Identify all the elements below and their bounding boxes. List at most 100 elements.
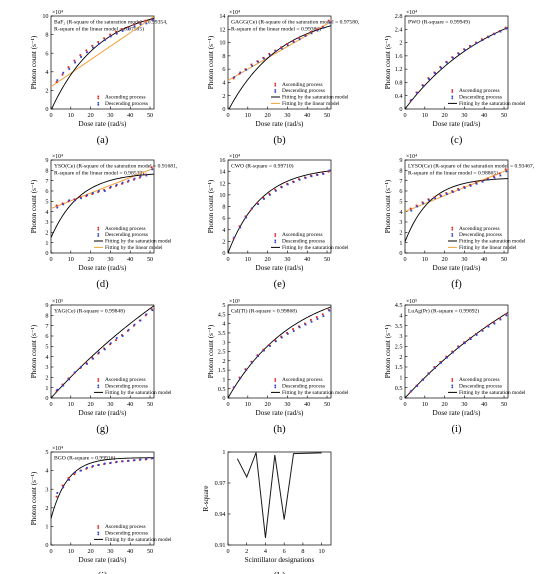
legend-marker [274, 89, 277, 91]
descending-point [115, 460, 118, 463]
ascending-point [138, 176, 141, 179]
legend-marker [97, 97, 100, 100]
ascending-point [445, 355, 448, 358]
ascending-point [238, 376, 241, 379]
saturation-fit-curve [405, 27, 508, 109]
saturation-fit-curve [51, 173, 154, 238]
descending-point [274, 340, 277, 343]
y-tick-label: 1.6 [395, 53, 403, 60]
plot-frame [50, 15, 155, 110]
ascending-point [67, 200, 70, 203]
ascending-point [150, 166, 153, 169]
plot-frame [227, 304, 332, 399]
descending-point [121, 181, 124, 184]
legend-text: Ascending process [105, 95, 146, 101]
x-axis-label: Dose rate (rad/s) [256, 120, 305, 128]
y-tick-label: 1 [45, 385, 48, 392]
legend-text: Descending process [282, 384, 325, 390]
y-tick-label: 1 [222, 377, 225, 384]
legend-marker [451, 380, 454, 382]
descending-point [274, 189, 277, 192]
y-tick-label: 3 [45, 364, 48, 371]
descending-point [92, 192, 94, 194]
ascending-point [109, 343, 111, 346]
ascending-point [97, 41, 100, 43]
descending-point [410, 99, 413, 101]
legend-text: Descending process [459, 232, 502, 238]
descending-point [463, 187, 466, 189]
panel-j: 0 10 20 30 40 50 0 1 2 3 4 5 Dose rate (rad/s) Photon… [30, 446, 172, 574]
ascending-point [262, 348, 265, 351]
ascending-point [481, 328, 483, 331]
y-tick-label: 0 [222, 250, 225, 257]
x-tick-label: 50 [324, 256, 330, 263]
plot-area [51, 305, 154, 398]
ascending-point [481, 179, 483, 182]
ascending-point [103, 347, 106, 350]
ascending-point [144, 19, 147, 22]
ascending-point [232, 77, 235, 80]
ascending-point [309, 31, 312, 33]
ascending-point [55, 81, 58, 83]
descending-point [133, 177, 136, 180]
descending-point [151, 168, 154, 171]
y-tick-label: 0.97 [215, 480, 226, 487]
ascending-point [268, 192, 271, 195]
plot-area [405, 168, 508, 243]
ascending-point [315, 316, 318, 318]
x-tick-label: 40 [127, 548, 133, 555]
y-tick-label: 2.4 [395, 26, 403, 33]
panel-label: (e) [274, 279, 286, 290]
descending-point [233, 385, 236, 388]
ascending-point [61, 383, 64, 386]
descending-point [233, 76, 236, 79]
y-tick-label: 1.5 [395, 364, 403, 371]
ascending-point [469, 337, 471, 339]
ascending-point [55, 495, 58, 498]
y-tick-label: 1 [45, 524, 48, 531]
ascending-point [132, 23, 135, 26]
axis-exponent: ×10⁴ [406, 10, 417, 16]
descending-point [304, 35, 307, 37]
descending-point [68, 199, 71, 202]
ascending-point [55, 204, 58, 207]
y-tick-label: 8 [222, 204, 225, 211]
y-tick-label: 1 [222, 449, 225, 456]
ascending-point [85, 195, 88, 198]
y-tick-label: 16 [219, 157, 225, 164]
descending-point [121, 335, 124, 337]
legend-marker [274, 233, 277, 235]
ascending-point [85, 467, 88, 470]
legend-text: Descending process [459, 384, 502, 390]
y-tick-label: 14 [219, 13, 225, 20]
descending-point [451, 351, 454, 354]
descending-point [86, 363, 88, 365]
descending-point [86, 194, 88, 197]
descending-point [499, 30, 502, 33]
legend-text: Fitting by the saturation model [459, 239, 526, 245]
x-axis-label: Dose rate (rad/s) [79, 556, 128, 564]
descending-point [316, 29, 319, 32]
descending-point [422, 378, 425, 381]
axis-exponent: ×10⁴ [52, 154, 63, 160]
y-axis-label: Photon count (s⁻¹) [30, 471, 38, 525]
y-tick-label: 9 [45, 157, 48, 164]
ascending-point [498, 172, 501, 175]
y-tick-label: 2.8 [395, 13, 403, 20]
saturation-fit-curve [228, 25, 331, 109]
y-tick-label: 2 [222, 93, 225, 100]
descending-point [133, 25, 136, 28]
x-tick-label: 0 [226, 548, 229, 555]
descending-point [139, 458, 142, 461]
ascending-point [262, 196, 265, 199]
descending-point [97, 43, 100, 45]
y-tick-label: 2 [399, 229, 402, 236]
y-tick-label: 0.5 [218, 386, 226, 393]
legend-text: Fitting by the saturation model [105, 537, 172, 543]
legend-text: Ascending process [459, 226, 500, 232]
